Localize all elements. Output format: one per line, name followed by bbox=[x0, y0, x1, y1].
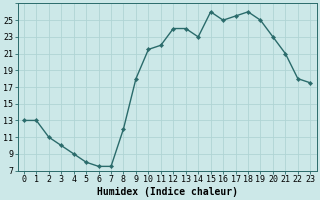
X-axis label: Humidex (Indice chaleur): Humidex (Indice chaleur) bbox=[97, 186, 237, 197]
